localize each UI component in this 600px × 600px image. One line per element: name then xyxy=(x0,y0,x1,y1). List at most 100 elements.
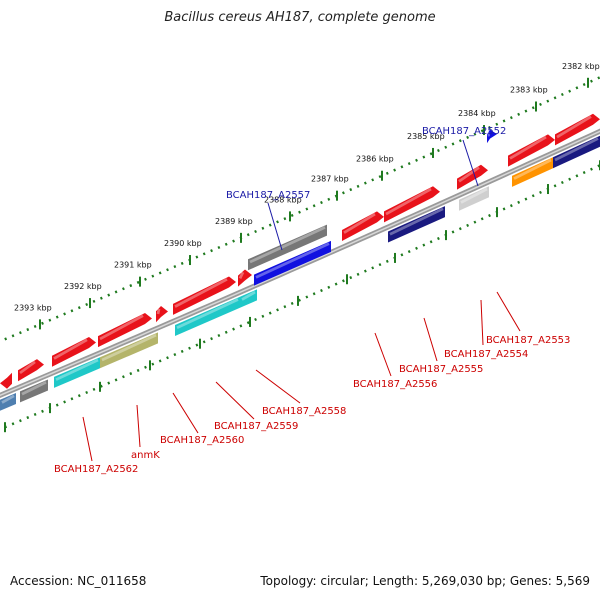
tick-label: 2382 kbp xyxy=(562,62,600,71)
tick-label: 2383 kbp xyxy=(510,85,548,94)
gene-box-reverse-shine xyxy=(460,187,488,204)
gene-box-reverse-body xyxy=(54,357,100,388)
gene-arrow-forward-shine xyxy=(0,375,5,381)
gene-box-reverse xyxy=(100,332,158,369)
tick-label: 2392 kbp xyxy=(64,282,102,291)
tick-label: 2384 kbp xyxy=(458,109,496,118)
gene-box-reverse-shine xyxy=(55,358,99,381)
label-leader-line xyxy=(267,202,283,251)
label-leader-line xyxy=(82,416,93,462)
tick-label: 2385 kbp xyxy=(407,132,445,141)
gene-box-reverse-body xyxy=(512,157,553,187)
lower-ruler xyxy=(0,163,600,431)
gene-box-reverse-shine xyxy=(176,298,239,330)
gene-box-reverse xyxy=(54,357,100,388)
gene-box-gray xyxy=(248,224,327,271)
gene-box-gray-body xyxy=(248,224,327,271)
gene-box-reverse xyxy=(175,296,240,337)
gene-arrow-small-blue-body xyxy=(487,129,497,144)
gene-box-reverse xyxy=(459,186,489,211)
gene-label: BCAH187_A2560 xyxy=(160,435,244,446)
gene-arrow-forward xyxy=(457,164,488,190)
gene-arrow-forward-shine xyxy=(509,135,547,160)
gene-box-reverse xyxy=(388,206,445,243)
gene-box-reverse-shine xyxy=(389,207,444,236)
gene-arrow-forward-shine xyxy=(343,212,376,234)
gene-label: BCAH187_A2554 xyxy=(444,349,528,360)
gene-arrow-forward-body xyxy=(457,164,488,190)
tick-label: 2393 kbp xyxy=(14,303,52,312)
gene-arrow-forward-shine xyxy=(19,360,36,375)
gene-label: BCAH187_A2552 xyxy=(422,126,506,137)
tick-label: 2388 kbp xyxy=(264,195,302,204)
gene-arrow-forward-shine xyxy=(385,187,432,216)
label-leader-line xyxy=(136,404,141,448)
gene-arrow-small-blue-shine xyxy=(486,131,491,137)
gene-label: BCAH187_A2553 xyxy=(486,335,570,346)
gene-arrow-forward xyxy=(508,134,555,167)
gene-box-reverse-shine xyxy=(101,333,157,362)
gene-arrow-forward-body xyxy=(98,312,152,348)
gene-box-blue-body xyxy=(254,240,331,286)
gene-arrow-forward-shine xyxy=(238,271,245,280)
label-leader-line xyxy=(423,317,438,362)
gene-arrow-forward-body xyxy=(0,372,12,389)
gene-label: BCAH187_A2555 xyxy=(399,364,483,375)
gene-arrow-forward-shine xyxy=(53,338,88,360)
upper-ruler xyxy=(0,75,600,343)
gene-arrow-forward-body xyxy=(238,269,252,287)
tick-label: 2390 kbp xyxy=(164,239,202,248)
label-leader-line xyxy=(374,332,392,377)
gene-arrow-forward-body xyxy=(342,211,384,241)
gene-arrow-forward-body xyxy=(173,276,236,315)
gene-box-reverse xyxy=(512,157,553,187)
gene-label: anmK xyxy=(131,450,160,461)
gene-arrow-forward xyxy=(173,276,236,315)
label-leader-line xyxy=(172,392,199,434)
gene-box-blue-shine xyxy=(255,242,330,279)
gene-box-reverse xyxy=(20,379,48,403)
gene-arrow-forward-body xyxy=(52,337,96,367)
backbone-highlight xyxy=(0,130,600,397)
gene-arrow-forward-body xyxy=(508,134,555,167)
gene-box-gray-shine xyxy=(249,226,326,264)
gene-box-reverse-body xyxy=(20,379,48,403)
gene-arrow-forward xyxy=(384,186,440,223)
gene-label: BCAH187_A2562 xyxy=(54,464,138,475)
gene-box-reverse-body xyxy=(388,206,445,243)
gene-box-reverse xyxy=(553,135,600,169)
gene-arrow-forward xyxy=(0,372,12,389)
gene-arrow-forward xyxy=(555,113,600,146)
gene-box-reverse-body xyxy=(553,135,600,169)
gene-label: BCAH187_A2556 xyxy=(353,379,437,390)
gene-box-reverse xyxy=(240,289,257,308)
gene-box-reverse-body xyxy=(240,289,257,308)
gene-arrow-forward-body xyxy=(18,359,44,382)
label-leader-line xyxy=(215,381,255,420)
accession-text: Accession: NC_011658 xyxy=(10,574,147,588)
topology-text: Topology: circular; Length: 5,269,030 bp… xyxy=(260,574,590,588)
gene-box-reverse-shine xyxy=(1,394,15,404)
gene-arrow-small-blue xyxy=(486,129,497,144)
label-leader-line xyxy=(255,369,301,404)
gene-arrow-forward-shine xyxy=(156,308,161,315)
gene-box-reverse-body xyxy=(459,186,489,211)
gene-arrow-forward-body xyxy=(384,186,440,223)
gene-label: BCAH187_A2559 xyxy=(214,421,298,432)
tick-label: 2386 kbp xyxy=(356,155,394,164)
gene-box-reverse xyxy=(0,393,16,411)
gene-box-reverse-body xyxy=(100,332,158,369)
gene-box-reverse-body xyxy=(0,393,16,411)
gene-arrow-forward xyxy=(18,359,44,382)
label-leader-line xyxy=(480,299,484,346)
gene-arrow-forward-shine xyxy=(458,166,480,183)
gene-arrow-forward xyxy=(98,312,152,348)
gene-box-reverse-shine xyxy=(513,158,552,180)
gene-arrow-forward xyxy=(156,306,168,323)
gene-arrow-forward-shine xyxy=(99,314,144,341)
gene-arrow-forward xyxy=(52,337,96,367)
gene-arrow-forward-shine xyxy=(174,278,228,308)
tick-label: 2389 kbp xyxy=(215,217,253,226)
gene-arrow-forward xyxy=(238,269,252,287)
